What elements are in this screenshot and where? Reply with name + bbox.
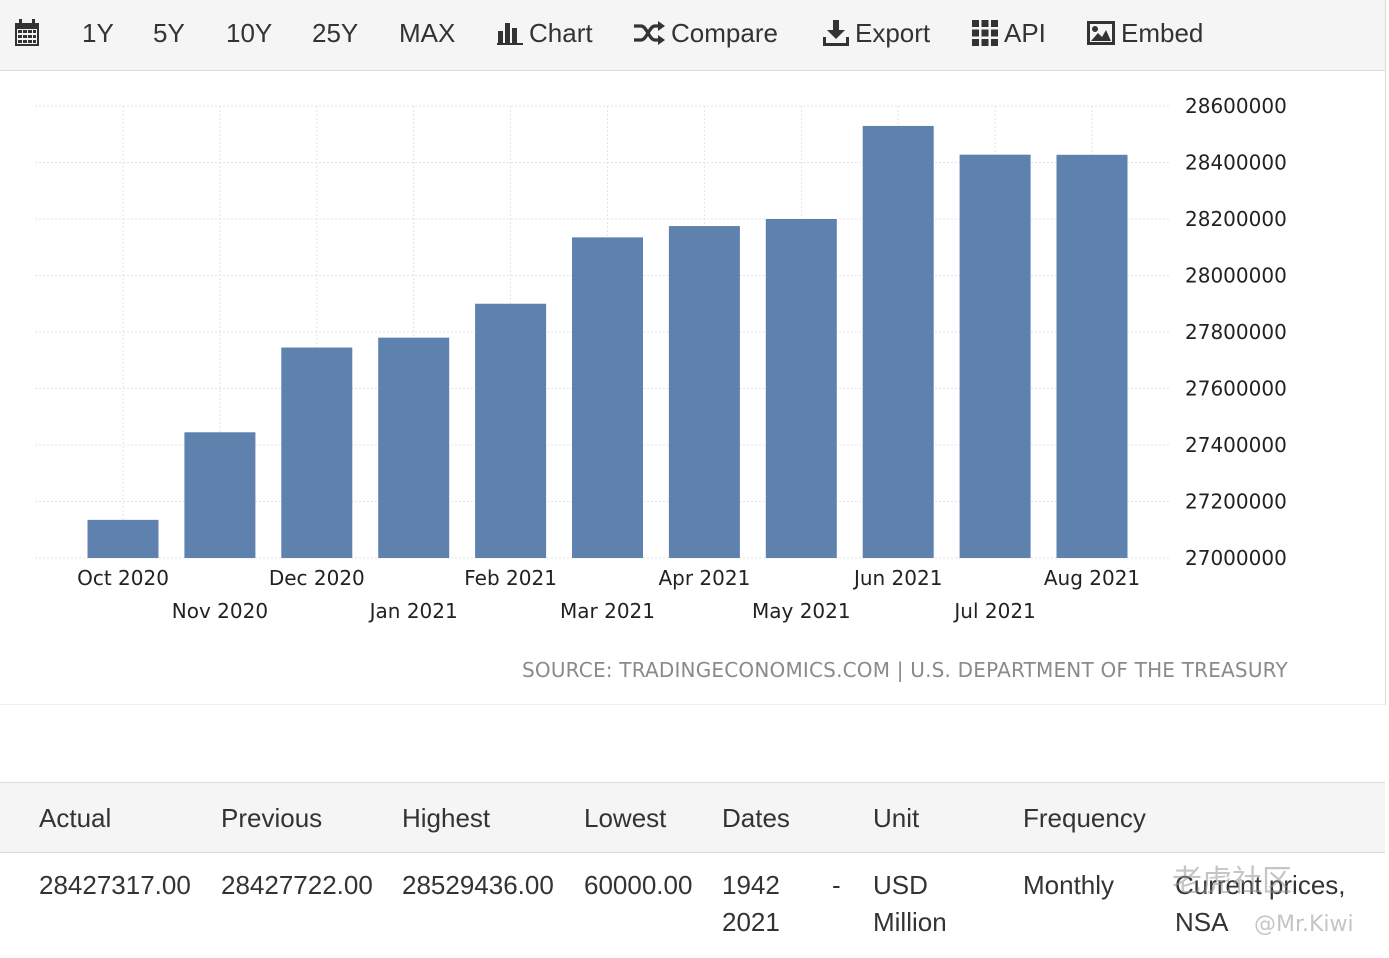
x-tick-label: Jan 2021: [368, 599, 458, 623]
cell-dates-end: 2021: [722, 907, 780, 937]
export-button[interactable]: Export: [823, 0, 930, 66]
range-1y-button[interactable]: 1Y: [82, 17, 114, 48]
header-actual: Actual: [39, 803, 112, 833]
x-tick-label: Oct 2020: [77, 566, 169, 590]
cell-previous: 28427722.00: [221, 870, 373, 900]
embed-label: Embed: [1121, 17, 1204, 48]
calendar-button[interactable]: [14, 0, 46, 66]
bar: [87, 519, 159, 558]
header-unit: Unit: [873, 803, 920, 833]
cell-dates-start: 1942: [722, 870, 780, 900]
cell-lowest: 60000.00: [584, 870, 693, 900]
chart-source: SOURCE: TRADINGECONOMICS.COM | U.S. DEPA…: [522, 658, 1288, 682]
bar: [862, 125, 934, 558]
bar: [959, 154, 1031, 559]
bar-chart-icon: [497, 23, 523, 45]
bar: [572, 237, 643, 559]
compare-label: Compare: [671, 17, 778, 48]
watermark-text: 老虎社区: [1172, 864, 1292, 899]
header-dates: Dates: [722, 803, 790, 833]
bar: [281, 347, 353, 558]
x-tick-label: Feb 2021: [464, 566, 557, 590]
shuffle-icon: [634, 21, 665, 45]
y-tick-label: 27800000: [1185, 320, 1287, 344]
range-10y-button[interactable]: 10Y: [226, 17, 273, 48]
y-tick-label: 27000000: [1185, 546, 1287, 570]
table-row: 28427317.00 28427722.00 28529436.00 6000…: [0, 853, 1385, 958]
chart-panel: Oct 2020 Nov 2020 Dec 2020 Jan 2021 Feb 2021…: [0, 71, 1386, 705]
header-highest: Highest: [402, 803, 491, 833]
calendar-icon: [15, 19, 39, 46]
cell-actual: 28427317.00: [39, 870, 191, 900]
y-tick-label: 28400000: [1185, 151, 1287, 175]
header-frequency: Frequency: [1023, 803, 1146, 833]
watermark-handle: @Mr.Kiwi: [1254, 912, 1354, 937]
image-icon: [1087, 21, 1115, 45]
y-tick-label: 28600000: [1185, 94, 1287, 118]
x-tick-label: Aug 2021: [1044, 566, 1140, 590]
chart-label: Chart: [529, 17, 593, 48]
toolbar: 1Y 5Y 10Y 25Y MAX Chart Compare Export: [0, 0, 1386, 71]
y-tick-label: 27400000: [1185, 433, 1287, 457]
api-label: API: [1004, 17, 1046, 48]
header-lowest: Lowest: [584, 803, 667, 833]
x-tick-label: Dec 2020: [269, 566, 365, 590]
table-header: Actual Previous Highest Lowest Dates Uni…: [0, 782, 1385, 853]
grid-icon: [972, 20, 998, 46]
header-previous: Previous: [221, 803, 323, 833]
y-tick-label: 27600000: [1185, 377, 1287, 401]
x-tick-label: Nov 2020: [172, 599, 268, 623]
cell-unit-line2: Million: [873, 907, 947, 937]
bar: [475, 303, 547, 558]
bar: [668, 226, 740, 558]
export-label: Export: [855, 17, 931, 48]
embed-button[interactable]: Embed: [1087, 0, 1203, 66]
bar: [378, 337, 450, 558]
x-tick-label: May 2021: [752, 599, 851, 623]
api-button[interactable]: API: [972, 0, 1046, 66]
x-tick-label: Mar 2021: [560, 599, 655, 623]
bar: [765, 219, 837, 558]
range-max-button[interactable]: MAX: [399, 17, 456, 48]
chart-button[interactable]: Chart: [497, 0, 593, 66]
bar: [1056, 154, 1128, 558]
range-25y-button[interactable]: 25Y: [312, 17, 359, 48]
x-tick-label: Apr 2021: [658, 566, 750, 590]
x-tick-label: Jul 2021: [952, 599, 1035, 623]
cell-highest: 28529436.00: [402, 870, 554, 900]
cell-frequency: Monthly: [1023, 870, 1115, 900]
range-5y-button[interactable]: 5Y: [153, 17, 185, 48]
bar: [184, 432, 256, 558]
y-tick-label: 28200000: [1185, 207, 1287, 231]
y-tick-label: 28000000: [1185, 264, 1287, 288]
compare-button[interactable]: Compare: [633, 0, 778, 66]
x-tick-label: Jun 2021: [852, 566, 943, 590]
cell-dates-separator: -: [832, 870, 841, 900]
cell-extra-line2: NSA: [1175, 907, 1229, 937]
download-icon: [823, 20, 849, 46]
cell-unit-line1: USD: [873, 870, 928, 900]
cell-extra-line1: Current prices,: [1175, 870, 1346, 900]
y-tick-label: 27200000: [1185, 490, 1287, 514]
